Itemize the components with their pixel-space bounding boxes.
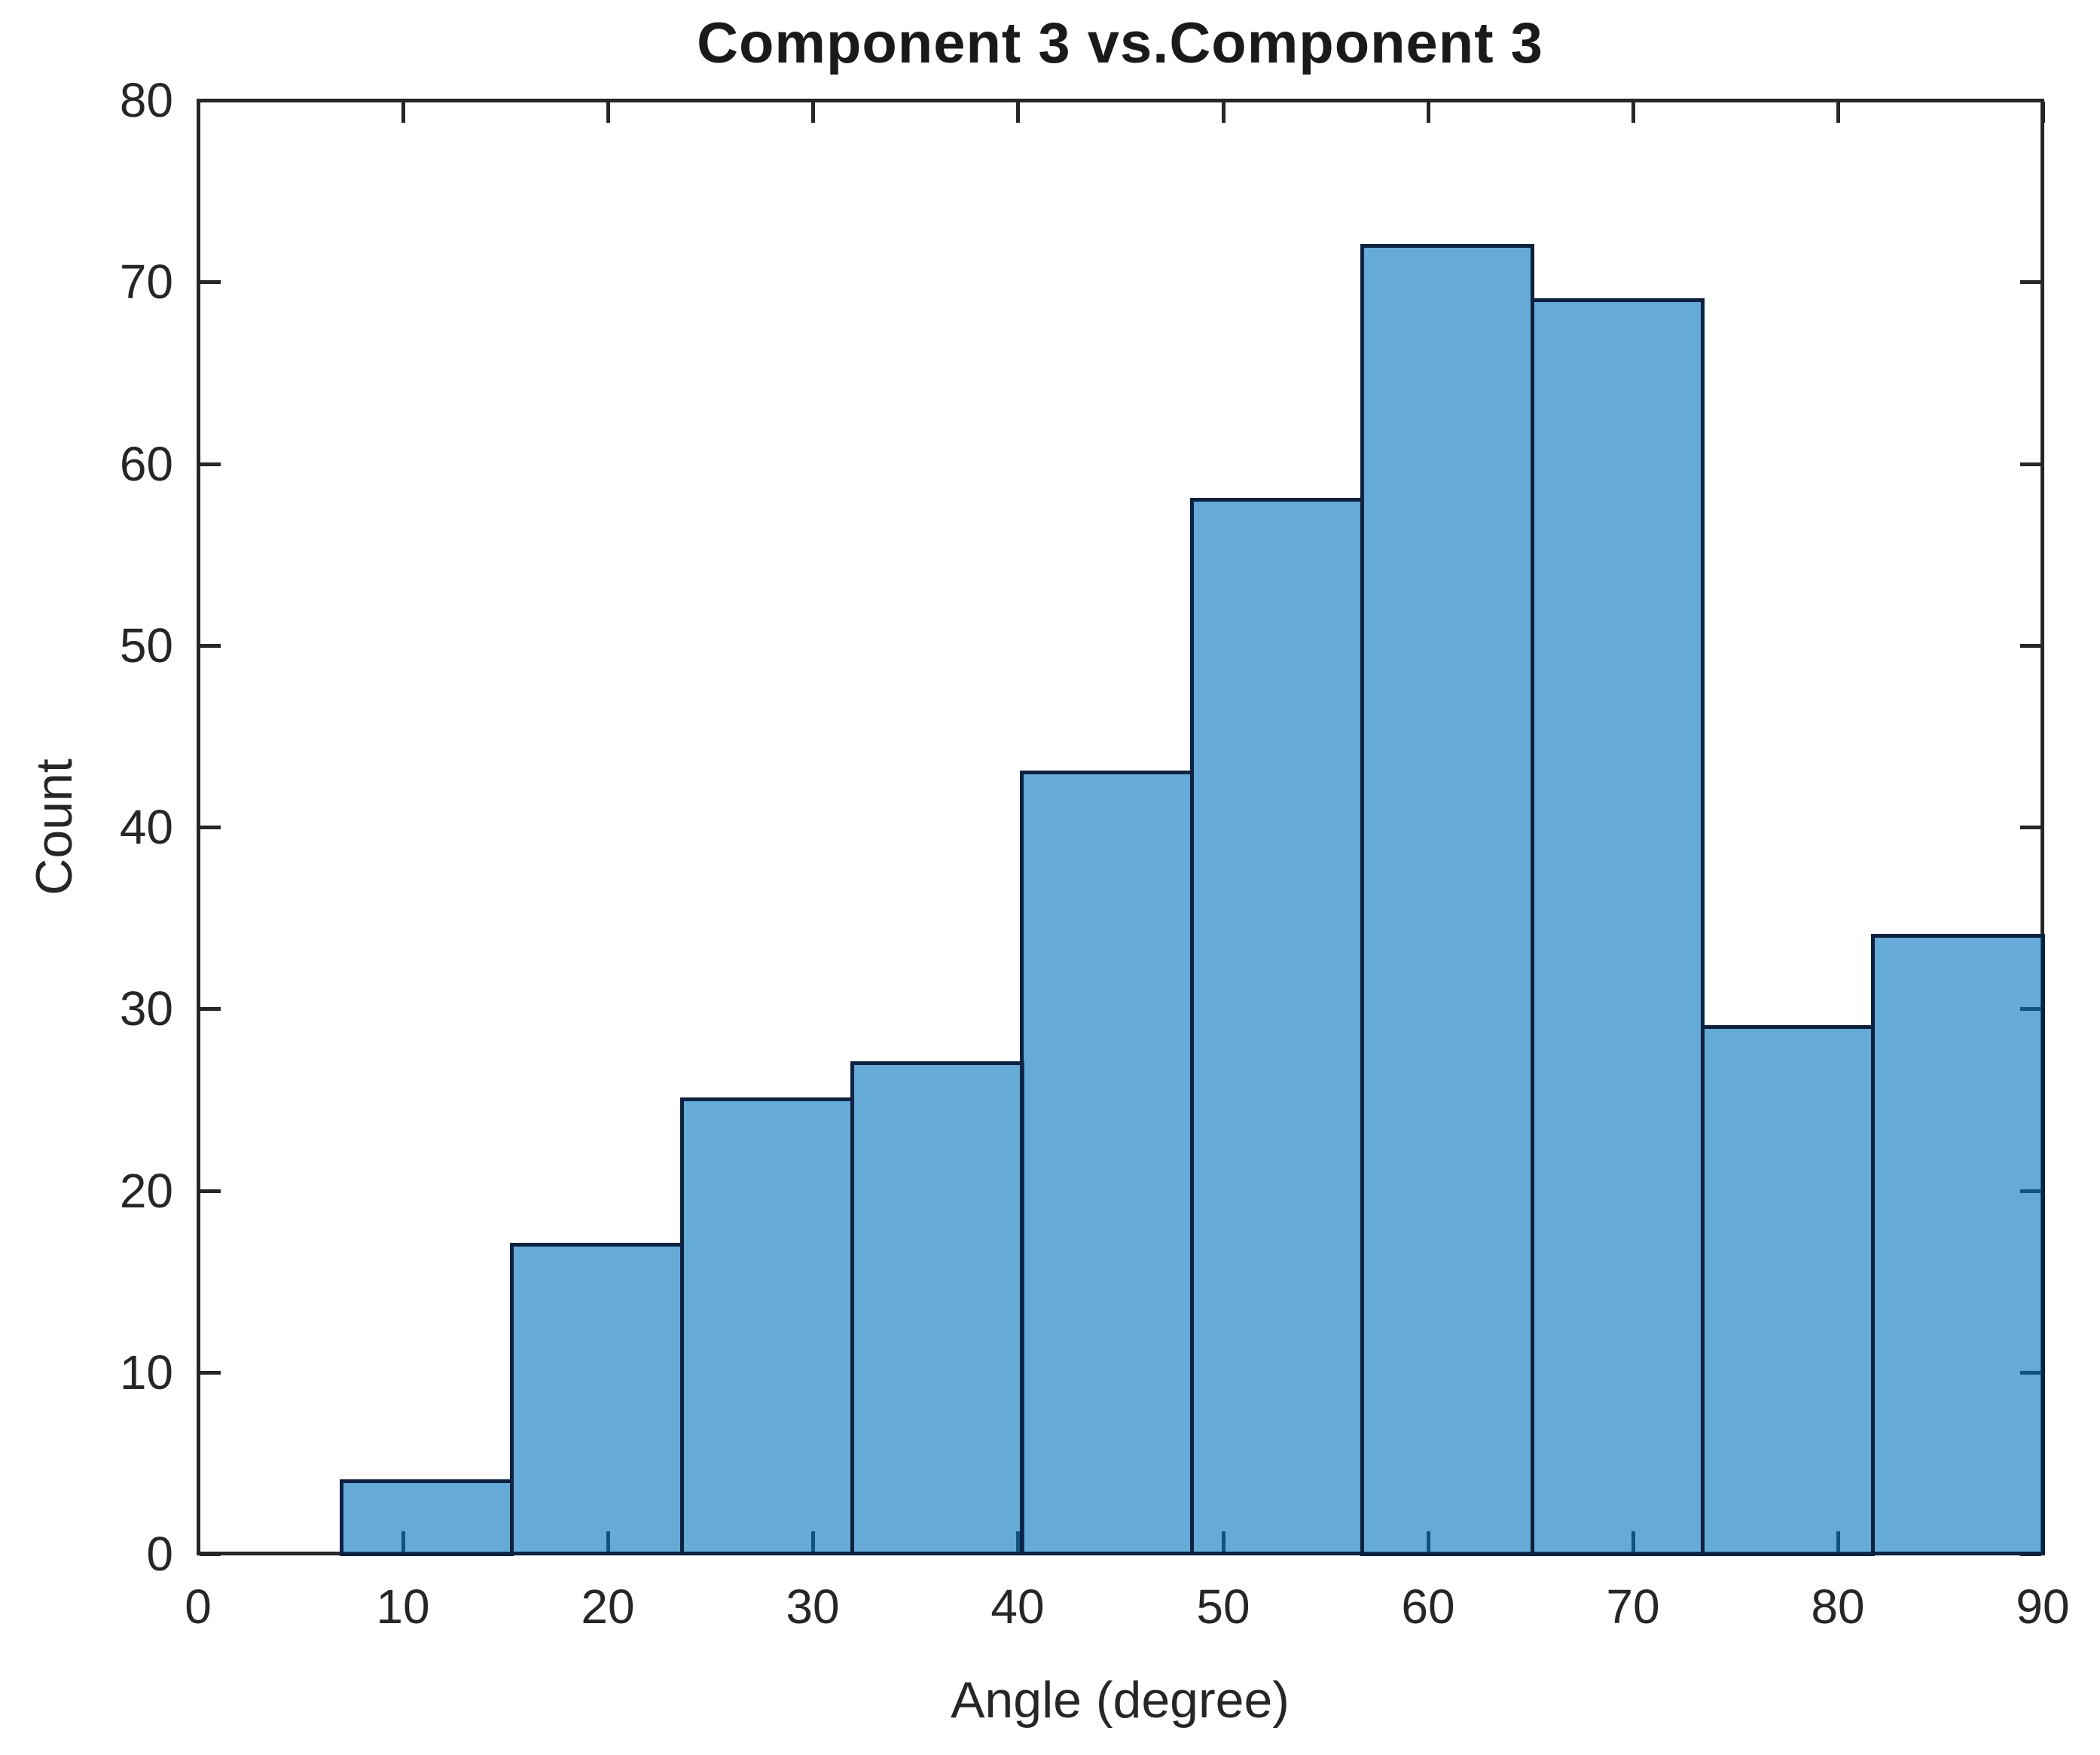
x-tick-top — [606, 102, 610, 123]
x-tick-label: 60 — [1401, 1580, 1455, 1634]
chart-title: Component 3 vs.Component 3 — [697, 11, 1543, 75]
y-axis-label-text: Count — [26, 758, 83, 896]
histogram-bar — [1871, 934, 2045, 1555]
x-tick-top — [401, 102, 405, 123]
y-tick — [200, 280, 221, 284]
y-tick — [200, 462, 221, 466]
y-tick-label: 0 — [146, 1527, 173, 1581]
y-tick-label: 50 — [119, 618, 173, 673]
histogram-bar — [340, 1479, 514, 1556]
x-tick-label: 50 — [1196, 1580, 1250, 1634]
x-tick — [197, 1531, 200, 1552]
y-tick-right — [2020, 826, 2041, 829]
x-tick-top — [1222, 102, 1226, 123]
x-tick-top — [2041, 102, 2045, 123]
histogram-bar — [1531, 298, 1705, 1556]
x-tick-label: 20 — [581, 1580, 635, 1634]
y-tick-label: 40 — [119, 800, 173, 854]
x-tick-top — [811, 102, 815, 123]
y-tick — [200, 1189, 221, 1193]
y-tick-label: 70 — [119, 255, 173, 309]
y-tick-label: 20 — [119, 1164, 173, 1218]
x-tick-label: 90 — [2016, 1580, 2070, 1634]
y-tick-label: 60 — [119, 437, 173, 491]
histogram-bar — [1701, 1025, 1875, 1556]
histogram-bar — [850, 1061, 1024, 1555]
y-tick-right — [2020, 280, 2041, 284]
y-tick — [200, 1552, 221, 1556]
y-tick — [200, 644, 221, 648]
y-tick-right — [2020, 99, 2041, 102]
x-tick-top — [1427, 102, 1430, 123]
x-tick-label: 0 — [185, 1580, 212, 1634]
x-tick-label: 80 — [1811, 1580, 1865, 1634]
y-tick-right — [2020, 462, 2041, 466]
histogram-bar — [510, 1243, 684, 1555]
x-tick-label: 70 — [1606, 1580, 1660, 1634]
histogram-bar — [1190, 498, 1364, 1555]
y-tick-label: 80 — [119, 73, 173, 127]
y-tick — [200, 1007, 221, 1011]
y-tick — [200, 826, 221, 829]
histogram-bar — [1360, 244, 1534, 1556]
histogram-bar — [1020, 771, 1194, 1555]
x-axis-label: Angle (degree) — [951, 1671, 1290, 1729]
histogram-bar — [680, 1097, 854, 1555]
y-tick — [200, 99, 221, 102]
y-tick — [200, 1371, 221, 1375]
x-tick-label: 40 — [990, 1580, 1045, 1634]
x-tick-top — [197, 102, 200, 123]
y-tick-label: 10 — [119, 1345, 173, 1399]
x-tick-label: 30 — [786, 1580, 840, 1634]
x-tick-top — [1836, 102, 1840, 123]
y-tick-label: 30 — [119, 981, 173, 1036]
x-tick-top — [1631, 102, 1635, 123]
x-tick-top — [1016, 102, 1020, 123]
x-tick-label: 10 — [376, 1580, 430, 1634]
y-tick-right — [2020, 644, 2041, 648]
